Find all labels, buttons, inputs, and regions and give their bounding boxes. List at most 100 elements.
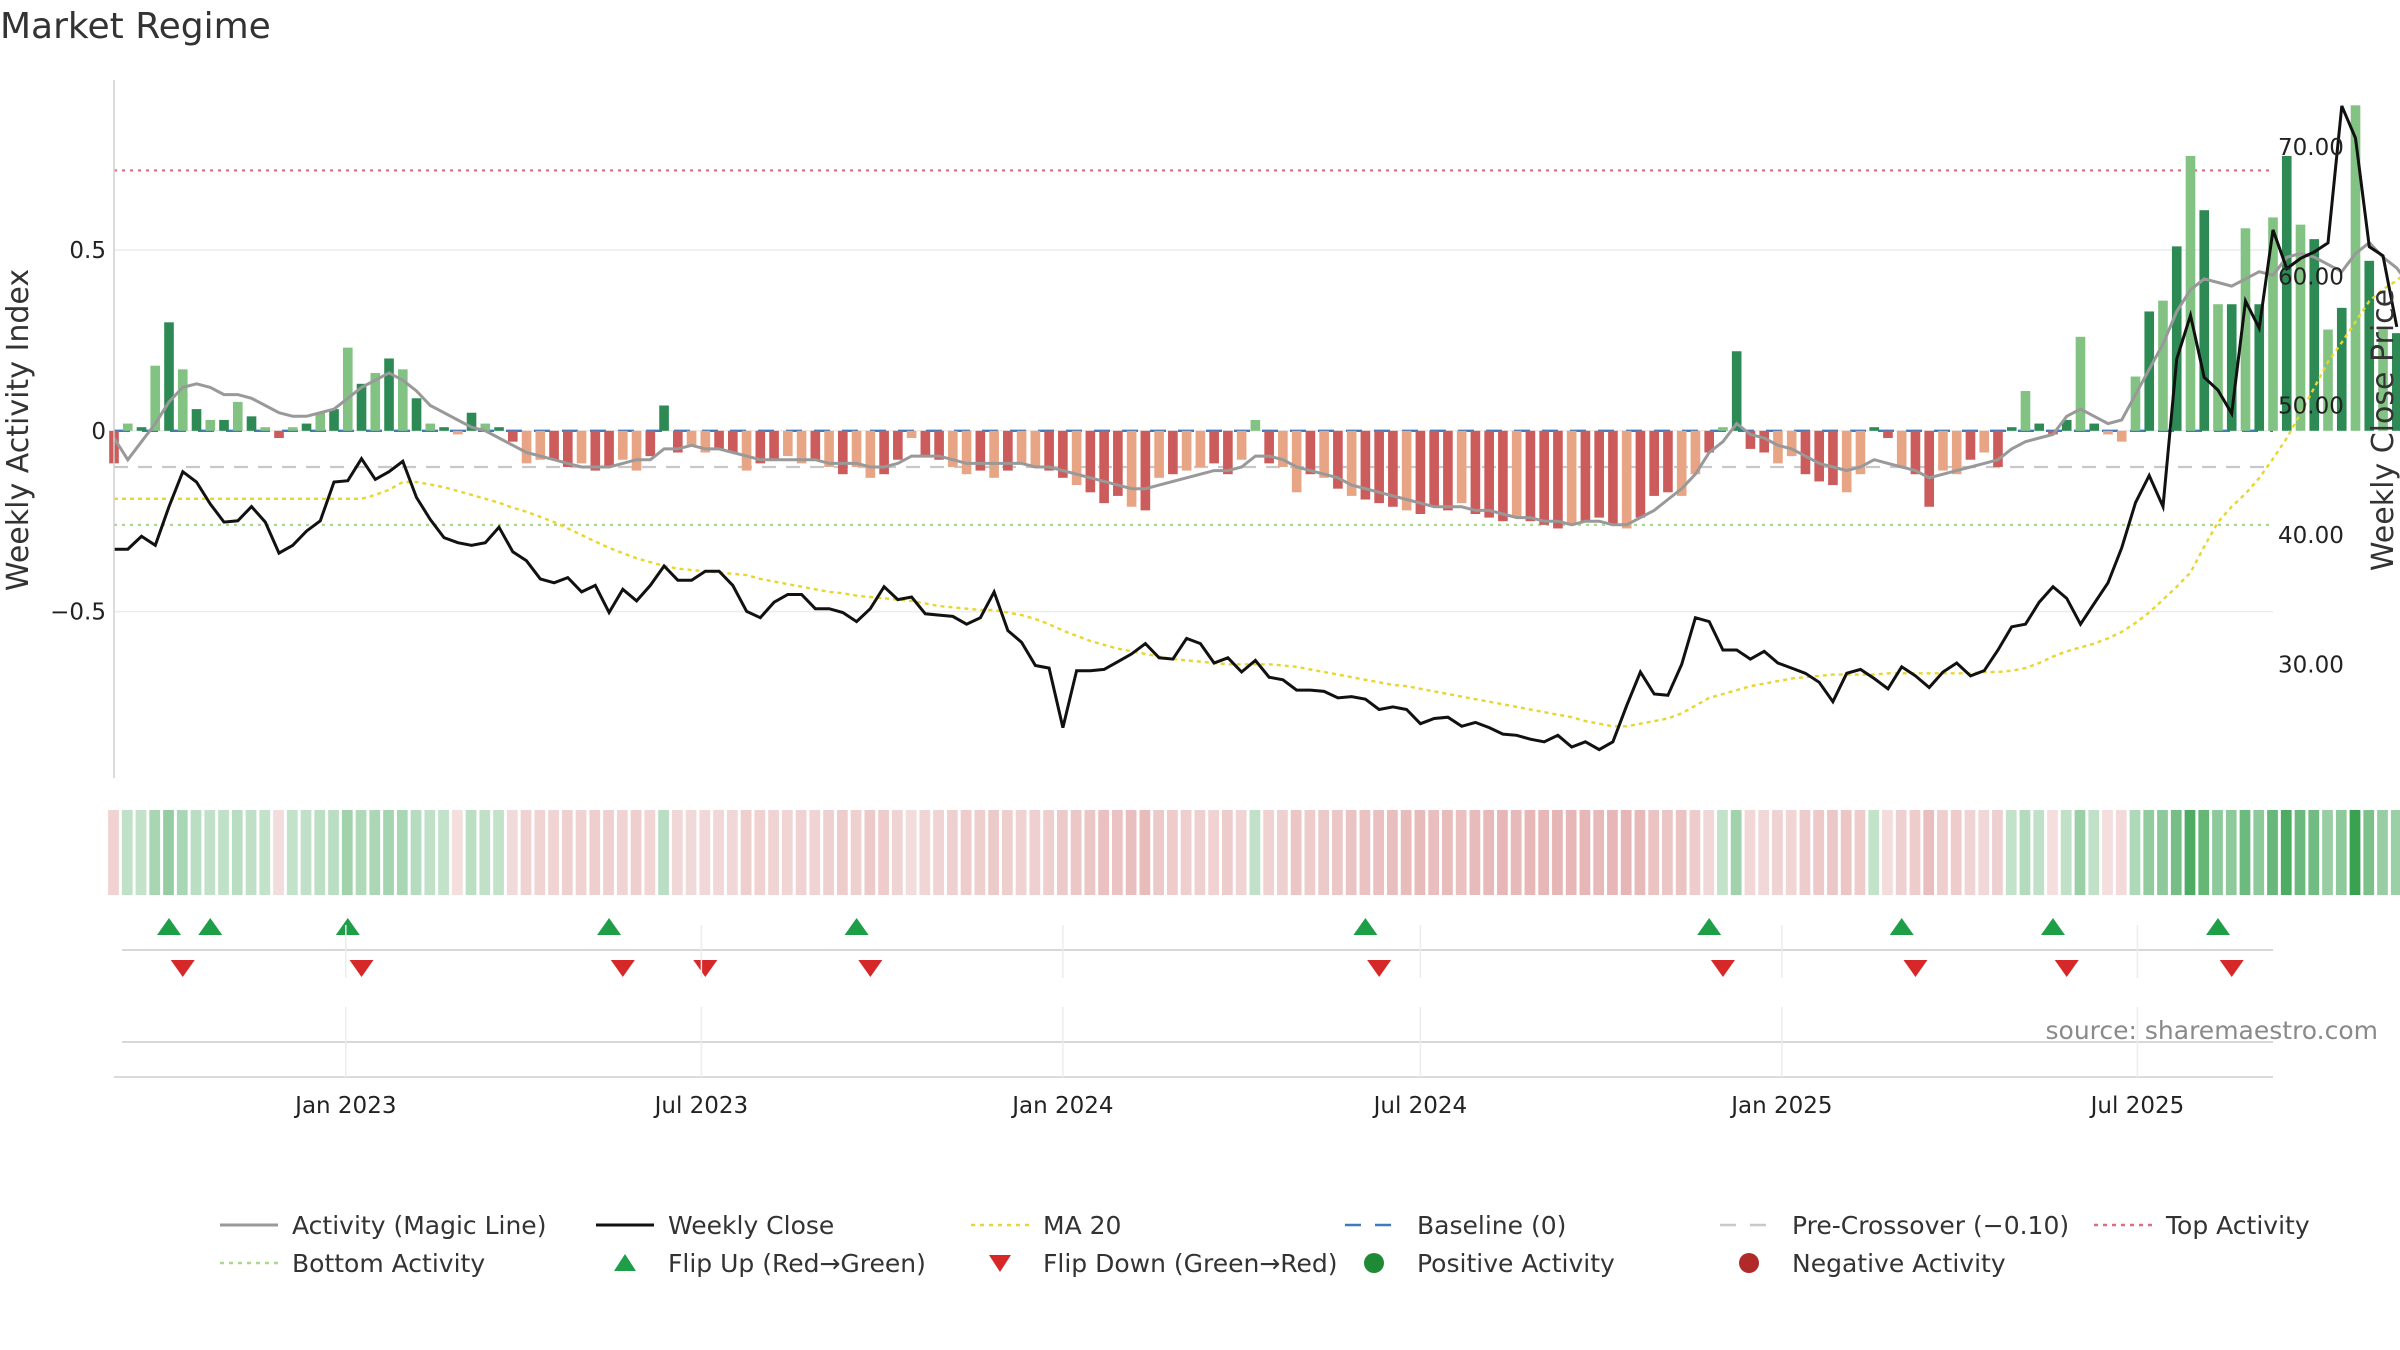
regime-cell: [891, 810, 903, 895]
regime-cell: [438, 810, 449, 895]
activity-bar: [1731, 351, 1742, 431]
activity-bar: [2268, 217, 2278, 431]
activity-bar: [1016, 430, 1027, 464]
activity-bar: [1855, 430, 1866, 475]
activity-bar: [1883, 430, 1893, 439]
regime-cell: [355, 810, 367, 895]
regime-cell: [1675, 810, 1687, 895]
activity-bar: [1828, 430, 1838, 486]
flip-up-marker: [1889, 918, 1914, 935]
activity-bar: [150, 365, 161, 431]
regime-cell: [2060, 810, 2072, 895]
activity-bar: [1965, 430, 1976, 460]
regime-cell: [1015, 810, 1027, 895]
activity-bar: [136, 427, 147, 431]
regime-cell: [1772, 810, 1783, 895]
activity-bar: [122, 423, 133, 431]
regime-cell: [2005, 810, 2017, 895]
activity-bar: [1388, 430, 1398, 507]
activity-bar: [1058, 430, 1068, 478]
regime-cell: [809, 810, 821, 895]
activity-bar: [838, 430, 848, 475]
right-tick-label: 40.00: [2278, 523, 2344, 549]
regime-cell: [2349, 810, 2361, 895]
regime-cell: [1524, 810, 1536, 895]
regime-cell: [2267, 810, 2278, 895]
activity-bar: [2213, 304, 2223, 431]
weekly-close-line: [114, 105, 2399, 752]
legend-swatch: [1364, 1253, 1384, 1273]
activity-bar: [2020, 391, 2031, 431]
regime-cell: [1964, 810, 1976, 895]
legend-label: Baseline (0): [1417, 1211, 1566, 1240]
regime-cell: [548, 810, 559, 895]
activity-bar: [356, 383, 367, 431]
regime-cell: [534, 810, 546, 895]
legend-swatch: [1739, 1253, 1759, 1273]
regime-cell: [2198, 810, 2210, 895]
activity-bar: [755, 430, 766, 464]
regime-cell: [396, 810, 408, 895]
activity-bar: [824, 430, 834, 467]
regime-cell: [231, 810, 243, 895]
regime-cell: [795, 810, 807, 895]
legend-item: Flip Up (Red→Green): [614, 1249, 926, 1278]
left-tick-label: 0.5: [69, 238, 106, 264]
activity-bar: [315, 412, 326, 431]
activity-bar: [1401, 430, 1412, 511]
activity-bar: [480, 423, 491, 431]
flip-down-marker: [693, 960, 718, 977]
regime-cell: [1827, 810, 1838, 895]
regime-cell: [2253, 810, 2265, 895]
activity-bar: [205, 419, 216, 431]
activity-bar: [700, 430, 711, 453]
activity-bar: [1429, 430, 1439, 507]
regime-cell: [1758, 810, 1770, 895]
activity-bar: [1333, 430, 1343, 489]
activity-bar: [961, 430, 972, 475]
regime-cell: [176, 810, 188, 895]
activity-bar: [494, 427, 504, 431]
regime-cell: [135, 810, 147, 895]
x-tick-label: Jan 2023: [293, 1093, 396, 1119]
activity-bar: [2089, 423, 2100, 431]
activity-bar: [411, 398, 422, 431]
activity-bar: [1993, 430, 2003, 467]
activity-bar: [2116, 430, 2127, 442]
regime-cell: [1895, 810, 1907, 895]
regime-cell: [300, 810, 312, 895]
activity-bar: [1649, 430, 1659, 496]
legend-item: Top Activity: [2094, 1211, 2310, 1240]
regime-cell: [163, 810, 174, 895]
regime-cell: [1620, 810, 1632, 895]
legend-label: Top Activity: [2165, 1211, 2310, 1240]
activity-bar: [1676, 430, 1687, 496]
activity-bar: [1264, 430, 1274, 464]
regime-cell: [850, 810, 862, 895]
regime-cell: [1662, 810, 1673, 895]
regime-cell: [259, 810, 271, 895]
flip-down-marker: [2054, 960, 2079, 977]
activity-bar: [1415, 430, 1426, 514]
regime-cell: [286, 810, 298, 895]
activity-bar: [631, 430, 642, 471]
activity-bar: [507, 430, 518, 442]
left-tick-label: 0: [91, 419, 106, 445]
activity-bar: [2309, 239, 2320, 431]
activity-bar: [783, 430, 793, 457]
regime-cell: [2377, 810, 2388, 895]
regime-cell: [2308, 810, 2320, 895]
regime-cell: [2102, 810, 2113, 895]
flip-up-marker: [597, 918, 622, 935]
regime-cell: [1840, 810, 1852, 895]
regime-cell: [1070, 810, 1082, 895]
activity-bar: [1126, 430, 1137, 507]
activity-bar: [1635, 430, 1646, 518]
regime-cell: [1992, 810, 2003, 895]
activity-bar: [1718, 427, 1728, 431]
legend-label: Bottom Activity: [292, 1249, 485, 1278]
activity-bar: [686, 430, 697, 446]
regime-cell: [1744, 810, 1756, 895]
activity-bar: [659, 405, 669, 431]
regime-cell: [1854, 810, 1866, 895]
